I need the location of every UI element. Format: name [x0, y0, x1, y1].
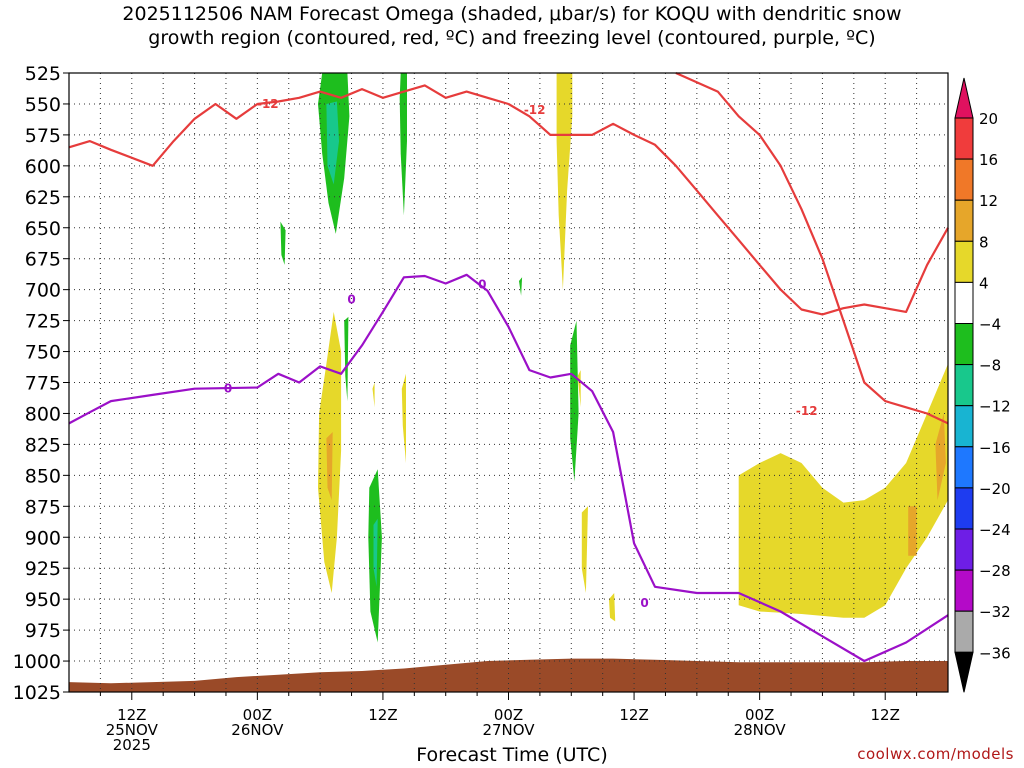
contour-label: 0 — [347, 293, 355, 307]
x-tick-label: 26NOV — [231, 721, 284, 739]
colorbar-label: −24 — [979, 521, 1011, 539]
colorbar-label: −20 — [979, 480, 1011, 498]
omega-orange-region — [935, 413, 946, 501]
contour-label: -12 — [524, 103, 546, 117]
chart-title-line-2: growth region (contoured, red, ºC) and f… — [148, 27, 876, 49]
colorbar-label: −12 — [979, 398, 1011, 416]
colorbar-segment — [954, 364, 974, 407]
omega-yellow-region — [581, 506, 588, 593]
y-tick-label: 825 — [25, 434, 61, 456]
y-tick-label: 800 — [25, 403, 61, 425]
x-tick-label: 12Z — [619, 706, 648, 724]
contour-label: -12 — [257, 97, 279, 111]
colorbar-segment — [954, 610, 974, 653]
x-tick-label: 00Z — [243, 706, 272, 724]
omega-teal-region — [373, 518, 378, 587]
omega-yellow-region — [609, 593, 616, 622]
y-tick-label: 675 — [25, 249, 61, 271]
y-tick-label: 725 — [25, 311, 61, 333]
colorbar-label: −36 — [979, 644, 1011, 662]
contour--12c-isotherm-left- — [68, 84, 949, 316]
colorbar-segment — [954, 323, 974, 366]
colorbar-segment — [954, 569, 974, 612]
x-tick-label: 25NOV — [106, 721, 159, 739]
omega-green-region — [570, 320, 579, 482]
colorbar-bottom-arrow — [954, 651, 974, 693]
contour-label: 0 — [224, 382, 232, 396]
colorbar-segment — [954, 240, 974, 283]
x-tick-label: 00Z — [494, 706, 523, 724]
y-tick-label: 525 — [25, 63, 61, 85]
colorbar-label: −4 — [979, 316, 1001, 334]
y-tick-label: 875 — [25, 496, 61, 518]
y-tick-label: 650 — [25, 218, 61, 240]
colorbar-segment — [954, 446, 974, 489]
y-tick-label: 575 — [25, 125, 61, 147]
colorbar-label: 8 — [979, 233, 989, 251]
omega-green-region — [399, 73, 407, 216]
chart-title: 2025112506 NAM Forecast Omega (shaded, μ… — [0, 2, 1024, 50]
colorbar-top-arrow — [954, 77, 974, 119]
x-tick-label: 27NOV — [482, 721, 535, 739]
omega-teal-region — [326, 101, 339, 185]
credit-link[interactable]: coolwx.com/models — [857, 745, 1014, 763]
contour-label: -12 — [796, 404, 818, 418]
contour-label: 0 — [640, 596, 648, 610]
omega-green-region — [280, 221, 286, 265]
y-tick-label: 975 — [25, 620, 61, 642]
y-tick-label: 900 — [25, 527, 61, 549]
colorbar-label: −28 — [979, 562, 1011, 580]
y-tick-label: 925 — [25, 558, 61, 580]
colorbar-segment — [954, 281, 974, 324]
omega-yellow-region — [401, 373, 406, 463]
colorbar-segment — [954, 405, 974, 448]
x-tick-label: 2025 — [113, 736, 151, 754]
omega-orange-region — [326, 432, 333, 501]
y-tick-label: 625 — [25, 187, 61, 209]
y-tick-label: 700 — [25, 280, 61, 302]
omega-yellow-region — [738, 363, 948, 618]
colorbar-label: −8 — [979, 357, 1001, 375]
omega-green-region — [519, 277, 523, 296]
y-tick-label: 1025 — [13, 682, 61, 704]
colorbar-label: 4 — [979, 274, 989, 292]
y-tick-label: 550 — [25, 94, 61, 116]
colorbar-label: 12 — [979, 192, 998, 210]
y-tick-label: 850 — [25, 465, 61, 487]
omega-yellow-region — [372, 382, 375, 408]
omega-yellow-region — [556, 73, 573, 290]
colorbar-label: 16 — [979, 151, 998, 169]
x-tick-label: 28NOV — [734, 721, 787, 739]
y-tick-label: 950 — [25, 589, 61, 611]
colorbar-segment — [954, 528, 974, 571]
colorbar-label: 20 — [979, 110, 998, 128]
colorbar-segment — [954, 117, 974, 160]
colorbar-segment — [954, 487, 974, 530]
contour--12c-isotherm-right- — [675, 71, 949, 425]
colorbar-segment — [954, 158, 974, 201]
y-tick-label: 1000 — [13, 651, 61, 673]
y-tick-label: 775 — [25, 373, 61, 395]
y-tick-label: 600 — [25, 156, 61, 178]
chart-title-line-1: 2025112506 NAM Forecast Omega (shaded, μ… — [122, 3, 902, 25]
y-tick-label: 750 — [25, 342, 61, 364]
omega-green-region — [344, 316, 349, 402]
contour-label: 0 — [478, 278, 486, 292]
x-axis-label: Forecast Time (UTC) — [416, 744, 608, 766]
x-tick-label: 12Z — [368, 706, 397, 724]
colorbar-segment — [954, 199, 974, 242]
x-tick-label: 00Z — [745, 706, 774, 724]
colorbar-label: −32 — [979, 603, 1011, 621]
x-tick-label: 12Z — [117, 706, 146, 724]
contour-freezing-level — [68, 273, 949, 663]
x-tick-label: 12Z — [871, 706, 900, 724]
omega-orange-region — [908, 506, 917, 556]
colorbar-label: −16 — [979, 439, 1011, 457]
